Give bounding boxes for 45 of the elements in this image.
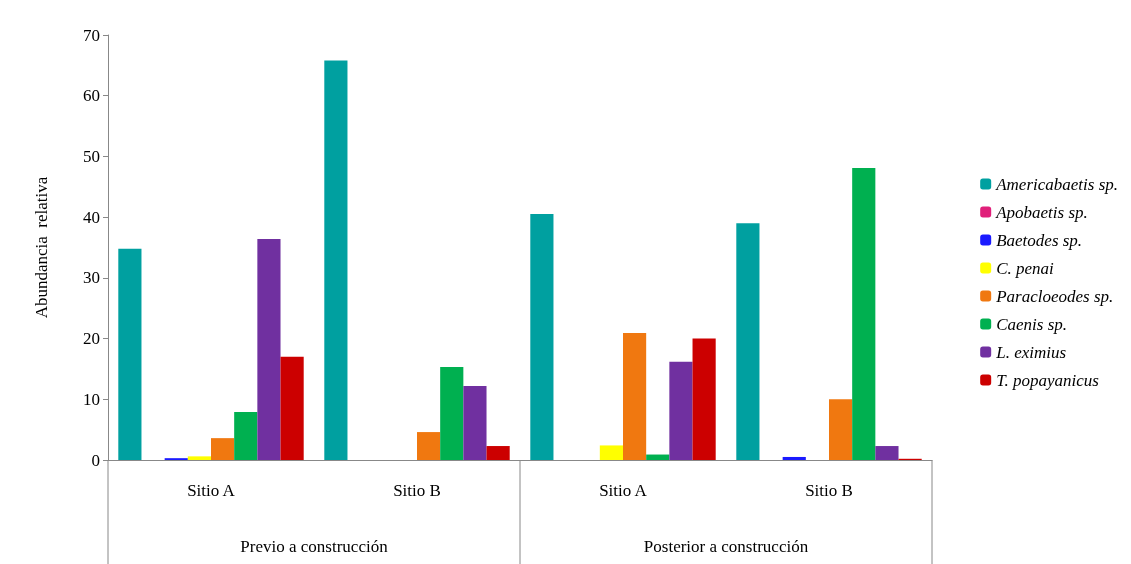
- legend-label: C. penai: [996, 258, 1055, 278]
- x-tick-label: Sitio B: [393, 481, 441, 500]
- y-tick-label: 70: [83, 25, 100, 45]
- bar: [486, 446, 510, 460]
- bar: [599, 445, 623, 460]
- text: Previo a construcción: [240, 536, 389, 556]
- bar: [623, 333, 647, 460]
- y-axis-title: Abundancia relativa: [32, 176, 51, 319]
- legend-label: Paracloeodes sp.: [995, 286, 1114, 306]
- bar: [257, 239, 281, 460]
- bar: [417, 432, 441, 460]
- legend-label: L. eximius: [995, 342, 1067, 362]
- bar: [234, 412, 258, 460]
- y-tick-label: 50: [83, 146, 100, 166]
- bar: [852, 167, 876, 460]
- bar: [736, 223, 760, 460]
- y-tick-label: 40: [83, 207, 100, 227]
- bar: [669, 361, 693, 460]
- bar: [324, 60, 348, 460]
- bar: [646, 454, 670, 460]
- bar: [440, 367, 464, 460]
- bar: [875, 446, 899, 460]
- x-tick-label: Sitio B: [805, 481, 853, 500]
- bar: [530, 214, 554, 460]
- bar: [692, 338, 716, 460]
- bar: [211, 438, 235, 460]
- y-tick-label: 0: [91, 450, 100, 470]
- x-tick-label: Sitio A: [599, 481, 648, 500]
- bar: [782, 456, 806, 460]
- y-tick-label: 10: [83, 389, 100, 409]
- bar: [118, 248, 142, 460]
- text: Posterior a construcción: [643, 536, 809, 556]
- legend-label: T. popayanicus: [996, 370, 1100, 390]
- legend-label: Americabaetis sp.: [995, 174, 1119, 194]
- y-tick-label: 60: [83, 86, 100, 106]
- legend-label: Apobaetis sp.: [995, 202, 1088, 222]
- bar: [280, 356, 304, 460]
- y-tick-label: 20: [83, 329, 100, 349]
- bar: [829, 399, 853, 460]
- legend-label: Caenis sp.: [996, 314, 1068, 334]
- bar: [187, 456, 211, 460]
- y-tick-label: 30: [83, 268, 100, 288]
- bar: [463, 385, 487, 460]
- legend-label: Baetodes sp.: [996, 230, 1083, 250]
- x-tick-label: Sitio A: [187, 481, 236, 500]
